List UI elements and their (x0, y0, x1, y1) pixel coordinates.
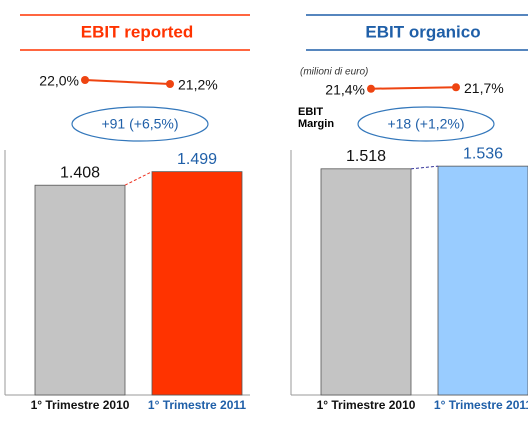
margin-point (166, 80, 174, 88)
margin-line (84, 79, 171, 85)
subtitle: (milioni di euro) (300, 67, 368, 78)
x-tick-label: 1° Trimestre 2010 (30, 398, 130, 412)
margin-label: 22,0% (39, 73, 79, 89)
margin-label: 21,4% (325, 81, 365, 97)
bar (34, 184, 126, 396)
value-label: 1.518 (346, 148, 386, 165)
margin-name: EBIT Margin (298, 106, 335, 130)
panel-title: EBIT reported (81, 22, 193, 41)
annotation: +18 (+1,2%) (387, 116, 464, 132)
margin-label: 21,2% (178, 77, 218, 93)
margin-point (81, 76, 89, 84)
margin-line (370, 86, 457, 90)
value-label: 1.499 (177, 151, 217, 168)
x-tick-label: 1° Trimestre 2010 (316, 398, 416, 412)
panel-title: EBIT organico (365, 22, 480, 41)
value-label: 1.536 (463, 145, 503, 162)
connector (410, 165, 439, 170)
annotation: +91 (+6,5%) (101, 116, 178, 132)
bar (320, 168, 412, 396)
bar (151, 171, 243, 396)
value-label: 1.408 (60, 164, 100, 181)
bar (437, 165, 528, 396)
x-tick-label: 1° Trimestre 2011 (147, 398, 247, 412)
annotation-oval (71, 106, 209, 142)
x-tick-label: 1° Trimestre 2011 (433, 398, 528, 412)
margin-point (452, 83, 460, 92)
margin-point (367, 84, 375, 93)
annotation-oval (357, 106, 495, 142)
connector (124, 171, 153, 186)
margin-label: 21,7% (464, 80, 504, 96)
